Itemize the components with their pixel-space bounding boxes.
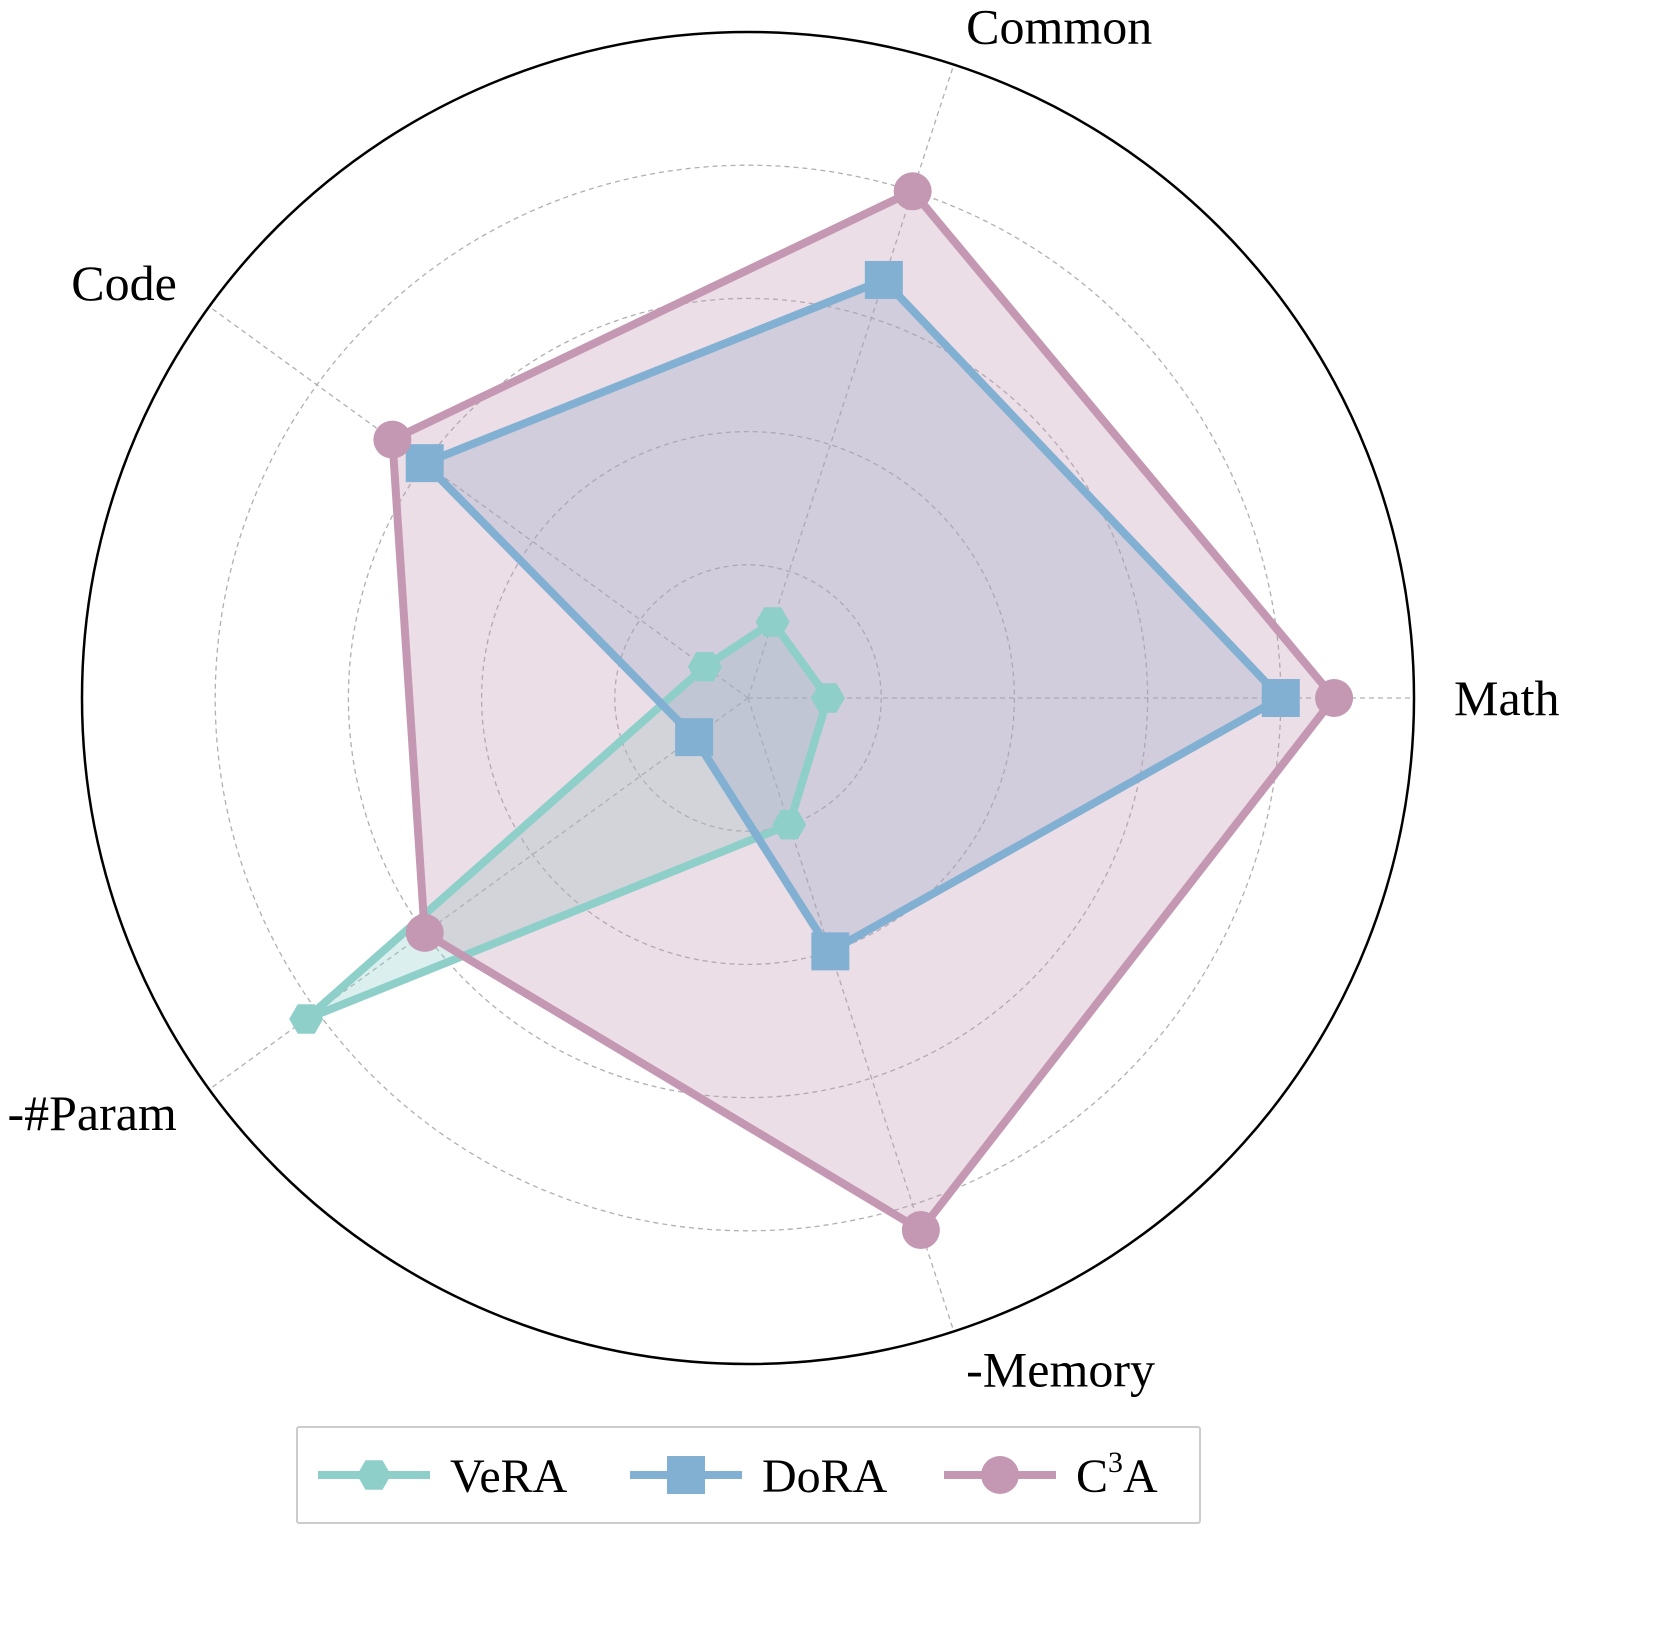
series-fill-dora xyxy=(424,280,1281,952)
series-line-c3a xyxy=(388,187,1339,1235)
axis-label-layer: Math Common Code -#Param -Memory xyxy=(7,0,1559,1397)
data-point-c3a-memory xyxy=(901,1211,940,1250)
data-point-dora-math xyxy=(1261,679,1300,717)
axis-label-math: Math xyxy=(1454,670,1560,726)
grid-ring-1 xyxy=(614,564,882,832)
legend-label-vera: VeRA xyxy=(450,1450,568,1503)
data-point-c3a-math xyxy=(1315,679,1354,717)
data-point-dora-param xyxy=(675,718,714,757)
legend-marker-dora xyxy=(667,1456,705,1494)
axis-spoke-code xyxy=(208,306,749,699)
outer-ring xyxy=(80,30,1416,1366)
axis-label-common: Common xyxy=(966,0,1152,55)
data-point-dora-common xyxy=(864,260,903,299)
series-line-dora xyxy=(420,276,1285,956)
data-point-vera-common xyxy=(755,607,790,637)
axis-spoke-common xyxy=(747,64,955,699)
legend-marker-vera xyxy=(357,1460,391,1490)
data-point-c3a-common xyxy=(893,172,932,211)
axis-label-memory: -Memory xyxy=(966,1341,1155,1397)
axis-label-code: Code xyxy=(71,255,177,311)
series-fill-c3a xyxy=(392,191,1335,1231)
legend-box xyxy=(296,1426,1201,1524)
legend-marker-c3a xyxy=(981,1456,1019,1494)
data-point-dora-code xyxy=(405,444,444,483)
data-point-vera-code xyxy=(687,652,722,682)
data-point-vera-memory xyxy=(772,810,807,840)
legend-label-c3a: C3A xyxy=(1076,1446,1158,1503)
data-point-c3a-code xyxy=(373,420,412,459)
legend: VeRA DoRA C3A xyxy=(296,1426,1201,1524)
data-point-vera-math xyxy=(810,683,845,713)
grid-ring-2 xyxy=(480,430,1016,966)
axis-label-param: -#Param xyxy=(7,1085,176,1141)
data-point-dora-memory xyxy=(811,932,850,971)
axis-spoke-memory xyxy=(747,697,955,1332)
series-line-layer xyxy=(289,172,1354,1250)
axis-spoke-param xyxy=(208,697,749,1090)
data-point-vera-param xyxy=(289,1004,324,1034)
data-point-c3a-param xyxy=(405,913,444,952)
legend-label-dora: DoRA xyxy=(762,1450,888,1503)
